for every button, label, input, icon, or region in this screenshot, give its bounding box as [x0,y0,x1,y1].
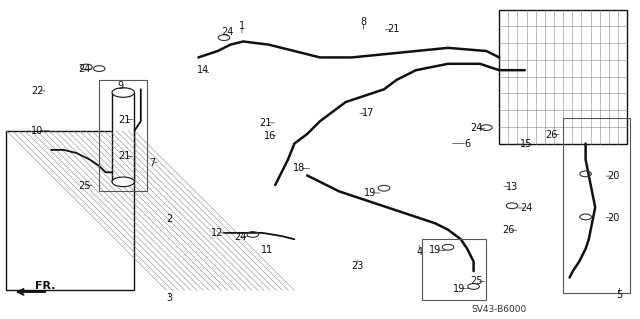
Text: 21: 21 [118,115,131,125]
Text: 18: 18 [293,163,306,174]
Text: 2: 2 [166,213,173,224]
Text: 10: 10 [31,126,44,136]
Text: 7: 7 [149,158,156,168]
Text: 21: 21 [118,151,131,161]
Text: 3: 3 [166,293,173,303]
Text: 1: 1 [239,20,245,31]
Text: 25: 25 [470,276,483,286]
Bar [499,10,627,144]
Text: 24: 24 [78,64,91,74]
Text: 22: 22 [31,86,44,96]
Text: 20: 20 [607,212,620,223]
Text: 24: 24 [234,232,246,242]
Ellipse shape [112,88,134,97]
Bar [6,131,134,290]
Text: SV43-B6000: SV43-B6000 [472,305,527,314]
Text: 23: 23 [351,261,364,271]
Text: 24: 24 [470,123,483,133]
Text: 26: 26 [545,130,558,140]
Text: 15: 15 [520,139,532,149]
Text: 21: 21 [387,24,400,34]
Text: 5: 5 [616,290,623,300]
Bar [422,239,486,300]
Ellipse shape [112,177,134,187]
Text: 19: 19 [429,245,442,256]
Text: 19: 19 [452,284,465,294]
Text: 19: 19 [364,188,376,198]
Text: 20: 20 [607,171,620,181]
Bar [99,80,147,191]
Text: 9: 9 [117,81,124,91]
Text: 25: 25 [78,181,91,191]
Text: 21: 21 [259,118,272,128]
Text: 24: 24 [221,27,234,37]
Text: 8: 8 [360,17,367,27]
Text: 17: 17 [362,108,374,118]
Text: 4: 4 [416,247,422,257]
Text: 13: 13 [506,182,518,192]
Text: 14: 14 [197,65,210,75]
Bar [563,118,630,293]
Text: 26: 26 [502,225,515,235]
Text: 12: 12 [211,228,224,238]
Text: 6: 6 [464,138,470,149]
Text: 11: 11 [261,245,274,256]
Bar [112,93,134,182]
Text: FR.: FR. [35,281,56,291]
Text: 24: 24 [520,203,532,213]
Text: 16: 16 [264,130,276,141]
